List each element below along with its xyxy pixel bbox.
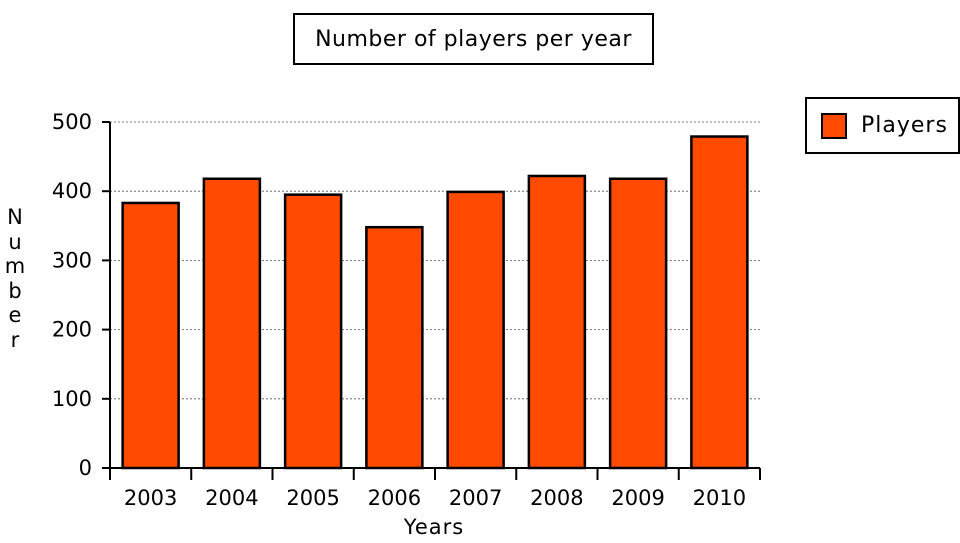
bar-2010 [690, 135, 749, 470]
legend-swatch [821, 113, 847, 139]
y-axis-label-letter: r [10, 327, 20, 352]
x-tick-label: 2006 [368, 486, 421, 510]
x-tick-label: 2005 [286, 486, 339, 510]
y-axis-label-letter: u [8, 229, 22, 254]
y-axis-label-letter: b [8, 278, 22, 303]
bar-2003 [121, 201, 180, 470]
y-tick-label: 0 [79, 456, 92, 480]
y-tick-label: 400 [52, 179, 92, 203]
bars [121, 135, 749, 470]
legend-label: Players [861, 113, 948, 138]
y-tick-label: 200 [52, 318, 92, 342]
x-tick-label: 2010 [693, 486, 746, 510]
axes [102, 121, 761, 480]
y-tick-label: 500 [52, 110, 92, 134]
y-tick-label: 100 [52, 387, 92, 411]
y-axis-label-letter: m [4, 254, 26, 278]
x-tick-label: 2004 [205, 486, 258, 510]
bar-2006 [365, 225, 424, 470]
y-tick-label: 300 [52, 248, 92, 272]
chart-title: Number of players per year [293, 13, 654, 65]
y-axis-label-letter: N [7, 205, 23, 229]
x-tick-labels: 2003 2004 2005 2006 2007 2008 2009 2010 [124, 486, 746, 510]
x-tick-label: 2008 [530, 486, 583, 510]
x-tick-label: 2003 [124, 486, 177, 510]
x-tick-label: 2007 [449, 486, 502, 510]
y-axis-label-letter: e [8, 303, 22, 327]
bar-2004 [202, 177, 262, 470]
chart-title-text: Number of players per year [315, 26, 632, 52]
y-tick-labels: 0 100 200 300 400 500 [52, 110, 92, 480]
x-axis-label: Years [403, 515, 464, 539]
x-tick-label: 2009 [611, 486, 664, 510]
bar-2008 [527, 174, 587, 470]
legend: Players [805, 97, 960, 154]
bar-2009 [608, 177, 668, 470]
bar-2005 [283, 193, 343, 470]
bar-2007 [446, 190, 505, 470]
